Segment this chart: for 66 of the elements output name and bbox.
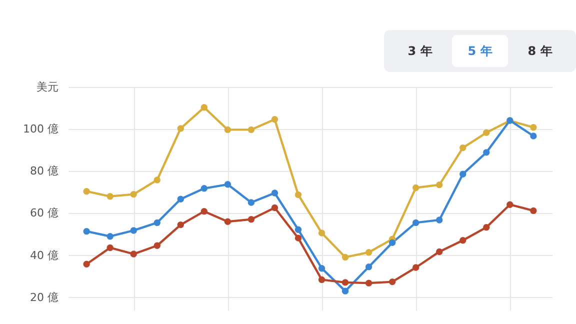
point [318, 276, 326, 284]
y-tick-label: 80 億 [30, 164, 58, 178]
point [460, 170, 466, 178]
point [224, 126, 232, 134]
point [436, 216, 443, 224]
point [412, 264, 420, 271]
point [224, 181, 232, 188]
point [412, 184, 420, 192]
point [200, 185, 208, 192]
point [106, 193, 114, 200]
y-tick-label: 美元 [36, 80, 58, 94]
y-tick-label: 60 億 [30, 206, 58, 220]
point [248, 216, 255, 223]
point [294, 191, 302, 198]
text: 3 年 [408, 44, 432, 58]
point [177, 196, 184, 202]
point [365, 264, 372, 270]
point [224, 218, 232, 225]
point [460, 237, 466, 244]
point [318, 265, 326, 272]
point [365, 249, 372, 256]
point [177, 125, 184, 132]
point [130, 227, 137, 234]
point [483, 129, 490, 136]
point [248, 199, 255, 206]
point [177, 221, 184, 228]
point [83, 188, 90, 195]
point [342, 288, 349, 294]
point [483, 149, 490, 156]
point [106, 233, 114, 240]
point [530, 207, 537, 214]
point [412, 219, 420, 226]
point [154, 242, 160, 249]
point [318, 230, 326, 236]
point [83, 260, 90, 268]
point [271, 116, 278, 123]
y-tick-label: 20 億 [30, 290, 58, 304]
y-tick-label: 40 億 [30, 248, 58, 262]
point [83, 228, 90, 235]
point [130, 190, 137, 198]
point [154, 176, 160, 184]
point [506, 201, 514, 208]
point [200, 104, 208, 111]
point [106, 244, 114, 252]
point [388, 239, 396, 246]
point [271, 204, 278, 212]
point [271, 190, 278, 196]
point [294, 234, 302, 242]
point [130, 250, 137, 258]
point [436, 248, 443, 256]
text: 8 年 [528, 44, 552, 58]
point [294, 226, 302, 233]
point [200, 208, 208, 215]
point [248, 126, 255, 134]
point [154, 219, 160, 226]
point [483, 224, 490, 231]
point [388, 278, 396, 286]
point [436, 181, 443, 188]
point [530, 132, 537, 140]
point [365, 280, 372, 286]
point [342, 279, 349, 286]
point [342, 254, 349, 261]
point [460, 144, 466, 152]
text: 5 年 [468, 44, 492, 58]
y-tick-label: 100 億 [23, 122, 58, 136]
point [530, 124, 537, 131]
